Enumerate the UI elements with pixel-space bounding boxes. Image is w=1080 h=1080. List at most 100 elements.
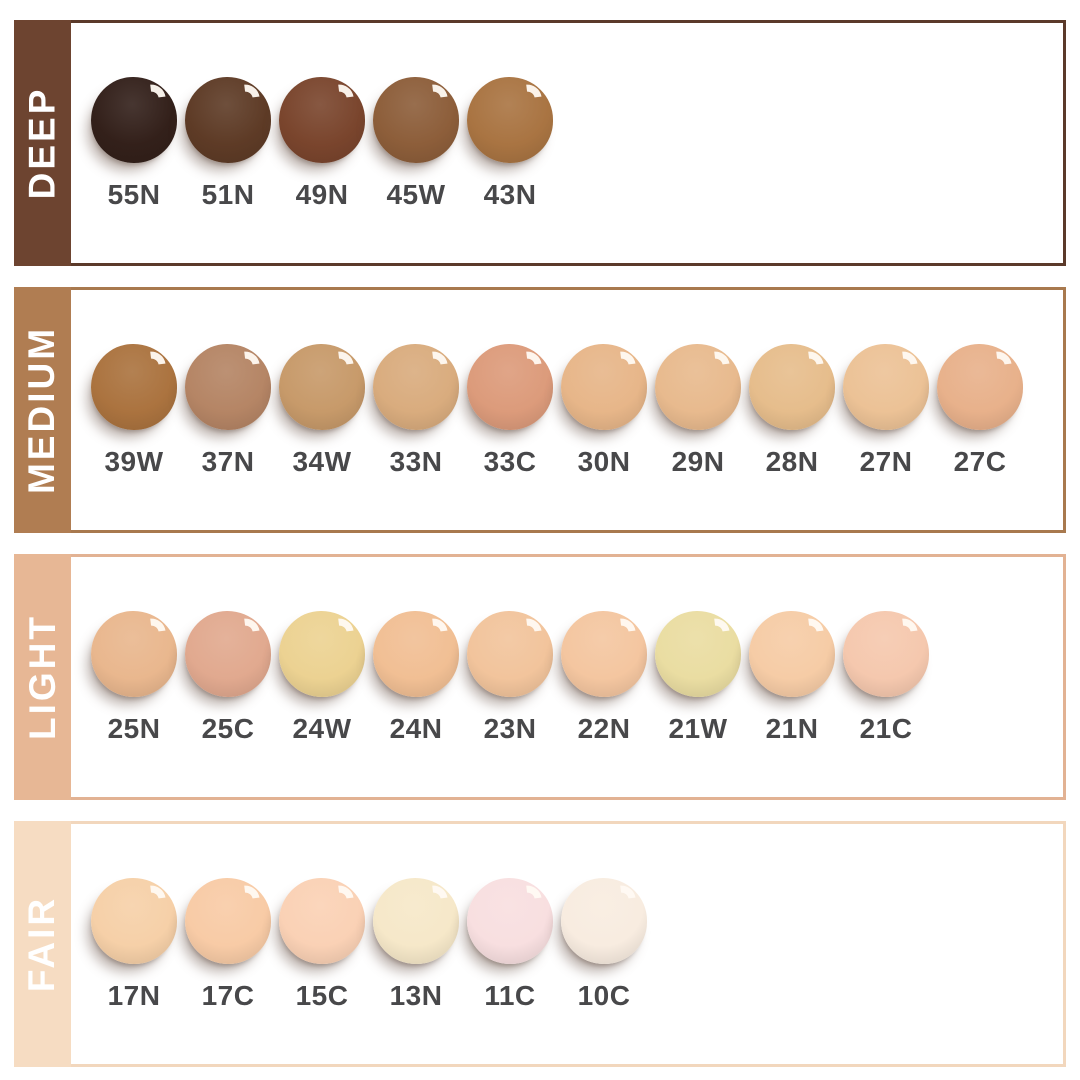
shade-drop-51n[interactable] — [185, 77, 271, 163]
shade-swatch-15c[interactable]: 15C — [279, 878, 365, 1012]
shade-drop-24n[interactable] — [373, 611, 459, 697]
gloss-highlight-icon — [416, 880, 453, 917]
shade-code-label: 22N — [577, 713, 631, 744]
category-label: DEEP — [21, 86, 63, 200]
shade-drop-17n[interactable] — [91, 878, 177, 964]
shade-code-label: 17N — [107, 980, 161, 1011]
shade-swatch-27n[interactable]: 27N — [843, 344, 929, 478]
shade-swatch-37n[interactable]: 37N — [185, 344, 271, 478]
shade-drop-29n[interactable] — [655, 344, 741, 430]
gloss-highlight-icon — [416, 613, 453, 650]
shade-drop-13n[interactable] — [373, 878, 459, 964]
shade-drop-21c[interactable] — [843, 611, 929, 697]
shade-swatch-21c[interactable]: 21C — [843, 611, 929, 745]
shade-drop-49n[interactable] — [279, 77, 365, 163]
shade-drop-37n[interactable] — [185, 344, 271, 430]
shade-swatch-25n[interactable]: 25N — [91, 611, 177, 745]
gloss-highlight-icon — [510, 346, 547, 383]
gloss-highlight-icon — [134, 880, 171, 917]
shade-drop-45w[interactable] — [373, 77, 459, 163]
shade-drop-27c[interactable] — [937, 344, 1023, 430]
shade-swatch-33n[interactable]: 33N — [373, 344, 459, 478]
shade-code-label: 30N — [577, 446, 631, 477]
shade-code-label: 23N — [483, 713, 537, 744]
shade-swatch-22n[interactable]: 22N — [561, 611, 647, 745]
gloss-highlight-icon — [792, 346, 829, 383]
gloss-highlight-icon — [604, 346, 641, 383]
shade-code-label: 28N — [765, 446, 819, 477]
shade-swatch-51n[interactable]: 51N — [185, 77, 271, 211]
shade-swatch-34w[interactable]: 34W — [279, 344, 365, 478]
gloss-highlight-icon — [698, 613, 735, 650]
shade-drop-28n[interactable] — [749, 344, 835, 430]
shade-code-label: 25C — [201, 713, 255, 744]
shade-swatch-13n[interactable]: 13N — [373, 878, 459, 1012]
shade-swatch-29n[interactable]: 29N — [655, 344, 741, 478]
shade-swatch-21w[interactable]: 21W — [655, 611, 741, 745]
shade-code-label: 45W — [386, 179, 446, 210]
shade-swatch-11c[interactable]: 11C — [467, 878, 553, 1012]
shade-code-label: 34W — [292, 446, 352, 477]
shade-code-label: 15C — [295, 980, 349, 1011]
shade-drop-21n[interactable] — [749, 611, 835, 697]
shade-drop-17c[interactable] — [185, 878, 271, 964]
gloss-highlight-icon — [980, 346, 1017, 383]
shade-swatch-49n[interactable]: 49N — [279, 77, 365, 211]
shade-swatch-45w[interactable]: 45W — [373, 77, 459, 211]
gloss-highlight-icon — [698, 346, 735, 383]
shade-code-label: 27N — [859, 446, 913, 477]
shade-code-label: 21W — [668, 713, 728, 744]
gloss-highlight-icon — [228, 346, 265, 383]
shade-swatch-28n[interactable]: 28N — [749, 344, 835, 478]
shade-code-label: 25N — [107, 713, 161, 744]
shade-drop-15c[interactable] — [279, 878, 365, 964]
shade-swatch-30n[interactable]: 30N — [561, 344, 647, 478]
shade-drop-33c[interactable] — [467, 344, 553, 430]
shade-code-label: 43N — [483, 179, 537, 210]
shade-code-label: 27C — [953, 446, 1007, 477]
shade-code-label: 13N — [389, 980, 443, 1011]
shade-swatch-21n[interactable]: 21N — [749, 611, 835, 745]
gloss-highlight-icon — [322, 613, 359, 650]
shade-drop-11c[interactable] — [467, 878, 553, 964]
swatch-strip: 25N 25C 24W 24N 23N 22N 21W 21N 21C — [91, 611, 1057, 745]
shade-code-label: 37N — [201, 446, 255, 477]
shade-drop-25c[interactable] — [185, 611, 271, 697]
shade-drop-21w[interactable] — [655, 611, 741, 697]
shade-swatch-17c[interactable]: 17C — [185, 878, 271, 1012]
shade-code-label: 39W — [104, 446, 164, 477]
shade-drop-30n[interactable] — [561, 344, 647, 430]
shade-swatch-24n[interactable]: 24N — [373, 611, 459, 745]
shade-code-label: 21N — [765, 713, 819, 744]
shade-drop-34w[interactable] — [279, 344, 365, 430]
shade-drop-10c[interactable] — [561, 878, 647, 964]
shade-swatch-55n[interactable]: 55N — [91, 77, 177, 211]
shade-drop-55n[interactable] — [91, 77, 177, 163]
shade-swatch-27c[interactable]: 27C — [937, 344, 1023, 478]
shade-drop-23n[interactable] — [467, 611, 553, 697]
shade-drop-27n[interactable] — [843, 344, 929, 430]
shade-swatch-33c[interactable]: 33C — [467, 344, 553, 478]
category-label: LIGHT — [21, 614, 63, 740]
shade-swatch-24w[interactable]: 24W — [279, 611, 365, 745]
shade-drop-39w[interactable] — [91, 344, 177, 430]
shade-drop-22n[interactable] — [561, 611, 647, 697]
gloss-highlight-icon — [510, 79, 547, 116]
shade-drop-25n[interactable] — [91, 611, 177, 697]
shade-row-deep: DEEP 55N 51N 49N 45W 43N — [14, 20, 1066, 266]
shade-swatch-17n[interactable]: 17N — [91, 878, 177, 1012]
shade-swatch-25c[interactable]: 25C — [185, 611, 271, 745]
shade-code-label: 10C — [577, 980, 631, 1011]
shade-drop-24w[interactable] — [279, 611, 365, 697]
shade-drop-33n[interactable] — [373, 344, 459, 430]
shade-swatch-23n[interactable]: 23N — [467, 611, 553, 745]
shade-swatch-39w[interactable]: 39W — [91, 344, 177, 478]
swatch-strip: 55N 51N 49N 45W 43N — [91, 77, 1057, 211]
shade-swatch-10c[interactable]: 10C — [561, 878, 647, 1012]
shade-swatch-43n[interactable]: 43N — [467, 77, 553, 211]
category-sidebar-fair: FAIR — [14, 821, 71, 1067]
shade-code-label: 51N — [201, 179, 255, 210]
shade-code-label: 33C — [483, 446, 537, 477]
gloss-highlight-icon — [604, 613, 641, 650]
shade-drop-43n[interactable] — [467, 77, 553, 163]
